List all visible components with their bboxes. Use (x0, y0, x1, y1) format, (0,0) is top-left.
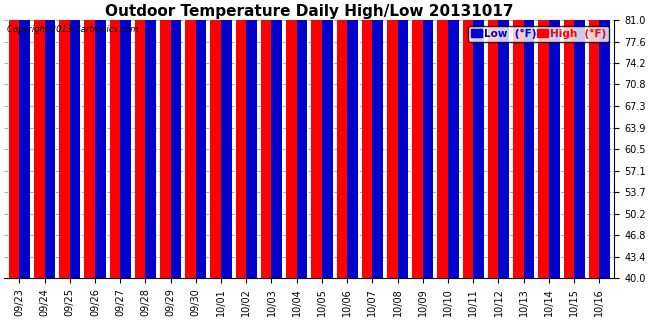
Bar (8, 0, 20, 278)
Bar (146, 0, 156, 278)
Bar (362, 0, 372, 278)
Bar (372, 0, 383, 278)
Bar (44, 0, 55, 278)
Bar (322, 0, 333, 278)
Bar (473, 0, 484, 278)
Bar (95, 0, 105, 278)
Bar (70, 0, 81, 278)
Bar (347, 0, 358, 278)
Bar (311, 0, 322, 278)
Bar (196, 0, 207, 278)
Bar (34, 0, 44, 278)
Bar (599, 0, 610, 278)
Bar (422, 0, 434, 278)
Bar (246, 0, 257, 278)
Bar (84, 0, 95, 278)
Bar (513, 0, 524, 278)
Bar (387, 0, 398, 278)
Bar (236, 0, 246, 278)
Bar (412, 0, 423, 278)
Bar (337, 0, 347, 278)
Bar (296, 0, 307, 278)
Bar (59, 0, 70, 278)
Bar (221, 0, 231, 278)
Bar (524, 2, 534, 278)
Bar (286, 0, 296, 278)
Bar (120, 0, 131, 278)
Text: Copyright 2013 Cartronics.com: Copyright 2013 Cartronics.com (7, 26, 138, 35)
Bar (463, 0, 473, 278)
Bar (499, 0, 509, 278)
Bar (110, 0, 120, 278)
Bar (488, 0, 499, 278)
Bar (170, 0, 181, 278)
Bar (135, 0, 146, 278)
Bar (538, 0, 549, 278)
Bar (448, 0, 459, 278)
Title: Outdoor Temperature Daily High/Low 20131017: Outdoor Temperature Daily High/Low 20131… (105, 4, 514, 19)
Bar (589, 0, 599, 278)
Bar (185, 0, 196, 278)
Bar (437, 0, 448, 278)
Bar (574, 0, 585, 278)
Bar (20, 0, 30, 278)
Bar (261, 0, 272, 278)
Legend: Low  (°F), High  (°F): Low (°F), High (°F) (468, 26, 609, 42)
Bar (272, 0, 282, 278)
Bar (160, 0, 170, 278)
Bar (564, 0, 574, 278)
Bar (549, 14, 560, 278)
Bar (398, 2, 408, 278)
Bar (211, 0, 221, 278)
